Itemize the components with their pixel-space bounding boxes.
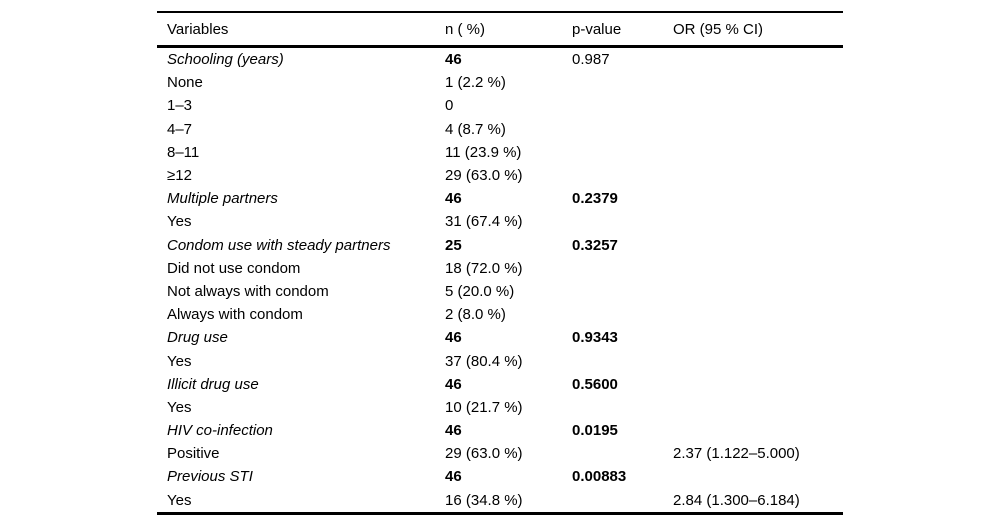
table-header-row: Variables n ( %) p-value OR (95 % CI) <box>157 13 843 48</box>
variable-cell: Drug use <box>167 329 228 347</box>
variable-cell: Did not use condom <box>167 259 301 277</box>
column-header-variables: Variables <box>167 20 229 38</box>
table-row: 4–7 4 (8.7 %) <box>157 118 843 141</box>
n-cell: 31 (67.4 %) <box>445 213 523 231</box>
n-cell: 25 <box>445 236 462 254</box>
variable-cell: Illicit drug use <box>167 375 259 393</box>
table-row: Did not use condom 18 (72.0 %) <box>157 257 843 280</box>
p-value-cell: 0.0195 <box>572 422 618 440</box>
variable-cell: ≥12 <box>167 167 192 185</box>
table-row: Not always with condom 5 (20.0 %) <box>157 280 843 303</box>
n-cell: 46 <box>445 51 462 69</box>
column-header-or-ci: OR (95 % CI) <box>673 20 764 38</box>
variable-cell: Always with condom <box>167 306 303 324</box>
n-cell: 4 (8.7 %) <box>445 120 506 138</box>
n-cell: 0 <box>445 97 454 115</box>
table-row: Previous STI 46 0.00883 <box>157 465 843 488</box>
variable-cell: 4–7 <box>167 120 193 138</box>
table-row: Yes 37 (80.4 %) <box>157 349 843 372</box>
column-header-p-value: p-value <box>572 20 622 38</box>
variable-cell: Multiple partners <box>167 190 278 208</box>
table-row: None 1 (2.2 %) <box>157 71 843 94</box>
n-cell: 29 (63.0 %) <box>445 445 523 463</box>
table-row: 8–11 11 (23.9 %) <box>157 141 843 164</box>
variable-cell: Positive <box>167 445 220 463</box>
n-cell: 37 (80.4 %) <box>445 352 523 370</box>
n-cell: 16 (34.8 %) <box>445 491 523 509</box>
variable-cell: Schooling (years) <box>167 51 284 69</box>
p-value-cell: 0.5600 <box>572 375 618 393</box>
table-row: 1–3 0 <box>157 94 843 117</box>
table-row: HIV co-infection 46 0.0195 <box>157 419 843 442</box>
n-cell: 46 <box>445 468 462 486</box>
n-cell: 2 (8.0 %) <box>445 306 506 324</box>
variable-cell: Condom use with steady partners <box>167 236 391 254</box>
n-cell: 29 (63.0 %) <box>445 167 523 185</box>
table-row: ≥12 29 (63.0 %) <box>157 164 843 187</box>
column-header-n-percent: n ( %) <box>445 20 486 38</box>
table-row: Yes 10 (21.7 %) <box>157 396 843 419</box>
table-row: Positive 29 (63.0 %) 2.37 (1.122–5.000) <box>157 442 843 465</box>
p-value-cell: 0.00883 <box>572 468 627 486</box>
n-cell: 46 <box>445 329 462 347</box>
n-cell: 5 (20.0 %) <box>445 282 515 300</box>
variable-cell: Not always with condom <box>167 282 329 300</box>
variable-cell: Previous STI <box>167 468 253 486</box>
p-value-cell: 0.3257 <box>572 236 618 254</box>
table-row: Condom use with steady partners 25 0.325… <box>157 234 843 257</box>
table-row: Schooling (years) 46 0.987 <box>157 48 843 71</box>
n-cell: 18 (72.0 %) <box>445 259 523 277</box>
n-cell: 1 (2.2 %) <box>445 74 506 92</box>
or-cell: 2.37 (1.122–5.000) <box>673 445 800 463</box>
p-value-cell: 0.2379 <box>572 190 618 208</box>
table-row: Yes 31 (67.4 %) <box>157 210 843 233</box>
n-cell: 11 (23.9 %) <box>445 143 522 161</box>
variable-cell: 1–3 <box>167 97 193 115</box>
table-row: Illicit drug use 46 0.5600 <box>157 373 843 396</box>
variable-cell: 8–11 <box>167 143 200 161</box>
p-value-cell: 0.9343 <box>572 329 618 347</box>
table-body: Schooling (years) 46 0.987 None 1 (2.2 %… <box>157 48 843 512</box>
variable-cell: Yes <box>167 491 192 509</box>
table-row: Yes 16 (34.8 %) 2.84 (1.300–6.184) <box>157 489 843 512</box>
n-cell: 10 (21.7 %) <box>445 398 523 416</box>
or-cell: 2.84 (1.300–6.184) <box>673 491 800 509</box>
table-row: Multiple partners 46 0.2379 <box>157 187 843 210</box>
variable-cell: Yes <box>167 352 192 370</box>
n-cell: 46 <box>445 375 462 393</box>
n-cell: 46 <box>445 422 462 440</box>
variable-cell: Yes <box>167 213 192 231</box>
p-value-cell: 0.987 <box>572 51 610 69</box>
n-cell: 46 <box>445 190 462 208</box>
table-row: Always with condom 2 (8.0 %) <box>157 303 843 326</box>
variable-cell: Yes <box>167 398 192 416</box>
stats-table: Variables n ( %) p-value OR (95 % CI) Sc… <box>157 11 843 515</box>
variable-cell: HIV co-infection <box>167 422 273 440</box>
variable-cell: None <box>167 74 203 92</box>
table-row: Drug use 46 0.9343 <box>157 326 843 349</box>
